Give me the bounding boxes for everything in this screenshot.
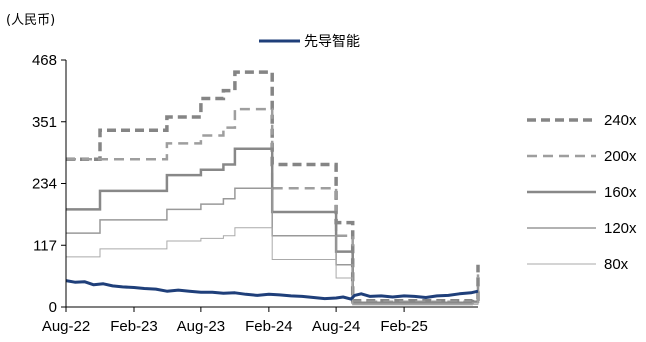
band-line-160x <box>66 147 480 305</box>
y-tick-label: 0 <box>49 299 57 316</box>
legend-label-80x: 80x <box>604 256 629 273</box>
y-tick-label: 234 <box>32 176 57 193</box>
x-tick-label: Feb-23 <box>110 318 158 335</box>
band-line-80x <box>66 227 479 306</box>
x-tick-label: Aug-23 <box>177 318 225 335</box>
legend-label-200x: 200x <box>604 148 637 165</box>
y-tick-label: 117 <box>33 237 57 254</box>
legend-label-price: 先导智能 <box>304 34 360 50</box>
legend: 先导智能 240x 200x 160x 120x 80x <box>259 34 637 273</box>
legend-label-160x: 160x <box>604 184 637 201</box>
legend-label-120x: 120x <box>604 220 637 237</box>
band-line-200x <box>66 107 480 303</box>
x-tick-label: Aug-24 <box>312 318 360 335</box>
legend-label-240x: 240x <box>604 112 637 129</box>
unit-label: (人民币) <box>6 13 55 28</box>
x-tick-label: Feb-24 <box>245 318 293 335</box>
x-tick-label: Feb-25 <box>380 318 428 335</box>
price-line <box>65 279 479 301</box>
x-tick-label: Aug-22 <box>42 318 90 335</box>
y-tick-label: 351 <box>32 114 57 131</box>
y-tick-label: 468 <box>32 52 57 69</box>
band-line-120x <box>66 187 479 305</box>
axes: 0 117 234 351 468 Aug-22 Feb-23 Aug-23 Feb-24 Aug… <box>32 52 478 335</box>
plot-area <box>65 70 480 306</box>
